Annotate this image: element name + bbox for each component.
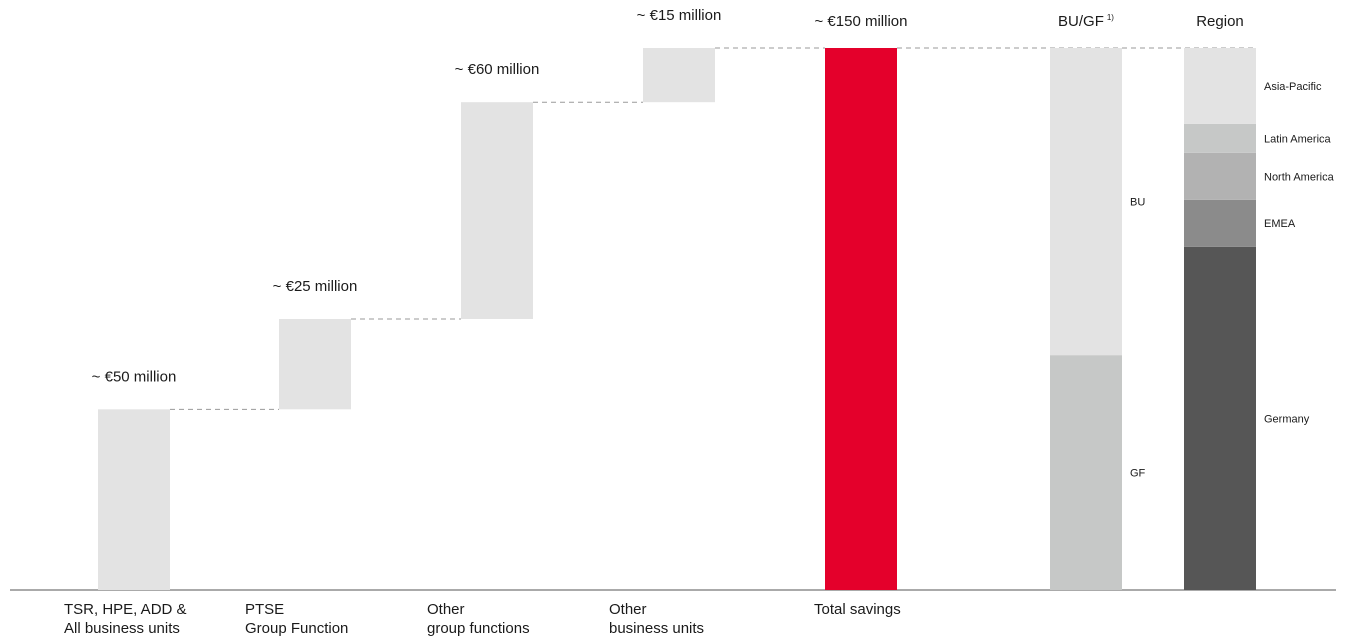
segment-label: Latin America	[1264, 133, 1332, 145]
stack-segment	[1184, 48, 1256, 124]
category-label: Group Function	[245, 620, 348, 637]
category-label: Total savings	[814, 601, 901, 618]
waterfall-bar	[98, 409, 170, 590]
waterfall-value-label: ~ €15 million	[637, 7, 722, 24]
category-label: group functions	[427, 620, 530, 637]
segment-label: Asia-Pacific	[1264, 81, 1322, 93]
stack-header-text: BU/GF	[1058, 13, 1104, 30]
category-label: TSR, HPE, ADD &	[64, 601, 187, 618]
stack-header-text: Region	[1196, 13, 1244, 30]
waterfall-bar	[643, 48, 715, 103]
waterfall-bar	[461, 102, 533, 319]
stack-segment	[1184, 123, 1256, 153]
stack-segment	[1184, 199, 1256, 247]
segment-label: Germany	[1264, 413, 1310, 425]
segment-label: GF	[1130, 468, 1146, 480]
category-label: PTSE	[245, 601, 284, 618]
total-value-label: ~ €150 million	[815, 13, 908, 30]
category-label: Other	[609, 601, 647, 618]
waterfall-bar	[279, 319, 351, 410]
segment-label: BU	[1130, 197, 1145, 209]
stack-segment	[1184, 246, 1256, 590]
waterfall-value-label: ~ €60 million	[455, 61, 540, 78]
stack-segment	[1050, 355, 1122, 590]
waterfall-value-label: ~ €25 million	[273, 278, 358, 295]
stack-segment	[1050, 48, 1122, 356]
waterfall-value-label: ~ €50 million	[92, 368, 177, 385]
stack-header: Region	[1196, 13, 1244, 30]
category-label: All business units	[64, 620, 180, 637]
stack-segment	[1184, 152, 1256, 200]
total-bar	[825, 48, 897, 590]
segment-label: EMEA	[1264, 218, 1296, 230]
category-label: Other	[427, 601, 465, 618]
footnote-marker: 1)	[1107, 13, 1114, 22]
segment-label: North America	[1264, 171, 1335, 183]
category-label: business units	[609, 620, 704, 637]
stack-header: BU/GF 1)	[1058, 13, 1114, 30]
